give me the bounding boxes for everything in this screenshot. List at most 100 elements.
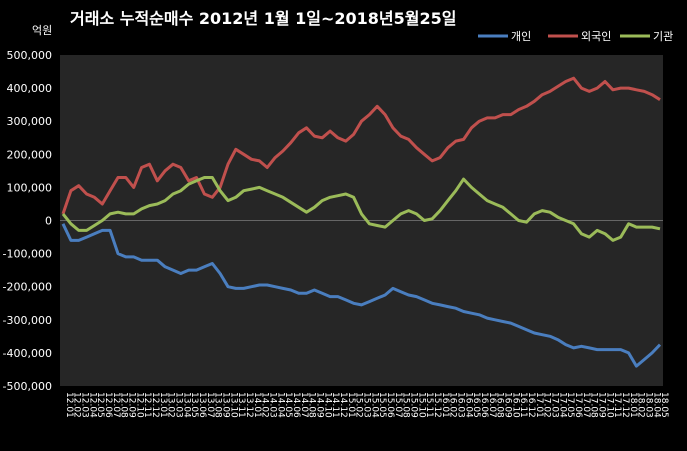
x-tick-label: 15.06 (385, 392, 395, 418)
x-tick-label: 12.05 (95, 392, 105, 418)
y-tick-label: -500,000 (3, 380, 52, 393)
x-tick-label: 13.05 (189, 392, 199, 418)
x-tick-label: 16.12 (526, 392, 536, 418)
x-tick-label: 15.12 (432, 392, 442, 418)
series-lines (61, 76, 662, 368)
y-tick-label: 0 (45, 215, 52, 228)
x-tick-label: 13.11 (236, 392, 246, 418)
x-tick-label: 15.09 (408, 392, 418, 418)
x-tick-label: 15.01 (346, 392, 356, 418)
x-tick-label: 15.11 (424, 392, 434, 418)
x-tick-label: 15.03 (362, 392, 372, 418)
x-tick-label: 18.02 (636, 392, 646, 418)
x-tick-label: 15.05 (377, 392, 387, 418)
x-tick-label: 18.04 (651, 392, 661, 418)
x-tick-label: 13.04 (181, 392, 191, 418)
series-line (61, 76, 661, 215)
x-tick-label: 17.05 (565, 392, 575, 418)
x-tick-label: 15.02 (354, 392, 364, 418)
x-tick-label: 13.08 (213, 392, 223, 418)
chart-title: 거래소 누적순매수 2012년 1월 1일~2018년5월25일 (70, 9, 457, 28)
x-tick-label: 14.01 (252, 392, 262, 418)
x-tick-label: 14.07 (299, 392, 309, 418)
x-tick-label: 14.05 (283, 392, 293, 418)
x-tick-label: 14.04 (275, 392, 285, 418)
x-tick-label: 13.02 (166, 392, 176, 418)
legend: 개인 외국인 기관 (478, 30, 673, 43)
x-tick-label: 13.03 (174, 392, 184, 418)
x-tick-label: 14.10 (322, 392, 332, 418)
x-tick-label: 16.03 (455, 392, 465, 418)
x-tick-label: 12.04 (87, 392, 97, 418)
x-tick-label: 17.01 (534, 392, 544, 418)
x-tick-label: 16.02 (448, 392, 458, 418)
legend-label: 개인 (511, 30, 531, 43)
y-axis-ticks: 500,000 400,000 300,000 200,000 100,000 0 -100… (3, 49, 663, 393)
x-tick-label: 13.10 (228, 392, 238, 418)
x-tick-label: 12.03 (80, 392, 90, 418)
x-tick-label: 12.01 (64, 392, 74, 418)
x-tick-label: 15.08 (401, 392, 411, 418)
x-tick-label: 16.09 (502, 392, 512, 418)
x-tick-label: 12.07 (111, 392, 121, 418)
x-tick-label: 17.08 (589, 392, 599, 418)
y-tick-label: 400,000 (7, 82, 53, 95)
series-line (61, 223, 662, 368)
legend-label: 기관 (653, 30, 673, 43)
x-tick-label: 12.06 (103, 392, 113, 418)
x-tick-label: 14.06 (291, 392, 301, 418)
x-axis-ticks: 12.0112.0212.0312.0412.0512.0612.0712.08… (64, 392, 669, 418)
y-tick-label: 500,000 (7, 49, 53, 62)
x-tick-label: 17.12 (620, 392, 630, 418)
x-tick-label: 16.10 (510, 392, 520, 418)
x-tick-label: 14.12 (338, 392, 348, 418)
x-tick-label: 13.06 (197, 392, 207, 418)
y-tick-label: -300,000 (3, 314, 52, 327)
x-tick-label: 12.09 (127, 392, 137, 418)
x-tick-label: 13.01 (158, 392, 168, 418)
y-tick-label: -200,000 (3, 281, 52, 294)
y-tick-label: 100,000 (7, 181, 53, 194)
x-tick-label: 17.04 (557, 392, 567, 418)
y-tick-label: -400,000 (3, 347, 52, 360)
x-tick-label: 16.07 (487, 392, 497, 418)
x-tick-label: 18.01 (628, 392, 638, 418)
x-tick-label: 17.09 (596, 392, 606, 418)
x-tick-label: 12.02 (72, 392, 82, 418)
x-tick-label: 14.09 (315, 392, 325, 418)
x-tick-label: 17.03 (549, 392, 559, 418)
x-tick-label: 16.06 (479, 392, 489, 418)
x-tick-label: 16.11 (518, 392, 528, 418)
legend-label: 외국인 (581, 30, 611, 43)
x-tick-label: 13.07 (205, 392, 215, 418)
x-tick-label: 14.03 (268, 392, 278, 418)
x-tick-label: 16.08 (495, 392, 505, 418)
x-tick-label: 12.10 (134, 392, 144, 418)
x-tick-label: 16.05 (471, 392, 481, 418)
x-tick-label: 15.04 (369, 392, 379, 418)
unit-label: 억원 (32, 24, 52, 37)
x-tick-label: 14.02 (260, 392, 270, 418)
series-line (61, 176, 661, 242)
x-tick-label: 17.07 (581, 392, 591, 418)
x-tick-label: 18.05 (659, 392, 669, 418)
y-tick-label: 200,000 (7, 148, 53, 161)
x-tick-label: 18.03 (643, 392, 653, 418)
x-tick-label: 16.04 (463, 392, 473, 418)
x-tick-label: 17.11 (612, 392, 622, 418)
x-tick-label: 15.10 (416, 392, 426, 418)
x-tick-label: 13.09 (221, 392, 231, 418)
x-tick-label: 13.12 (244, 392, 254, 418)
x-tick-label: 14.11 (330, 392, 340, 418)
x-tick-label: 17.02 (542, 392, 552, 418)
x-tick-label: 12.11 (142, 392, 152, 418)
x-tick-label: 12.12 (150, 392, 160, 418)
x-tick-label: 17.06 (573, 392, 583, 418)
x-tick-label: 15.07 (393, 392, 403, 418)
y-tick-label: 300,000 (7, 115, 53, 128)
x-tick-label: 17.10 (604, 392, 614, 418)
x-tick-label: 12.08 (119, 392, 129, 418)
x-tick-label: 14.08 (307, 392, 317, 418)
x-tick-label: 16.01 (440, 392, 450, 418)
